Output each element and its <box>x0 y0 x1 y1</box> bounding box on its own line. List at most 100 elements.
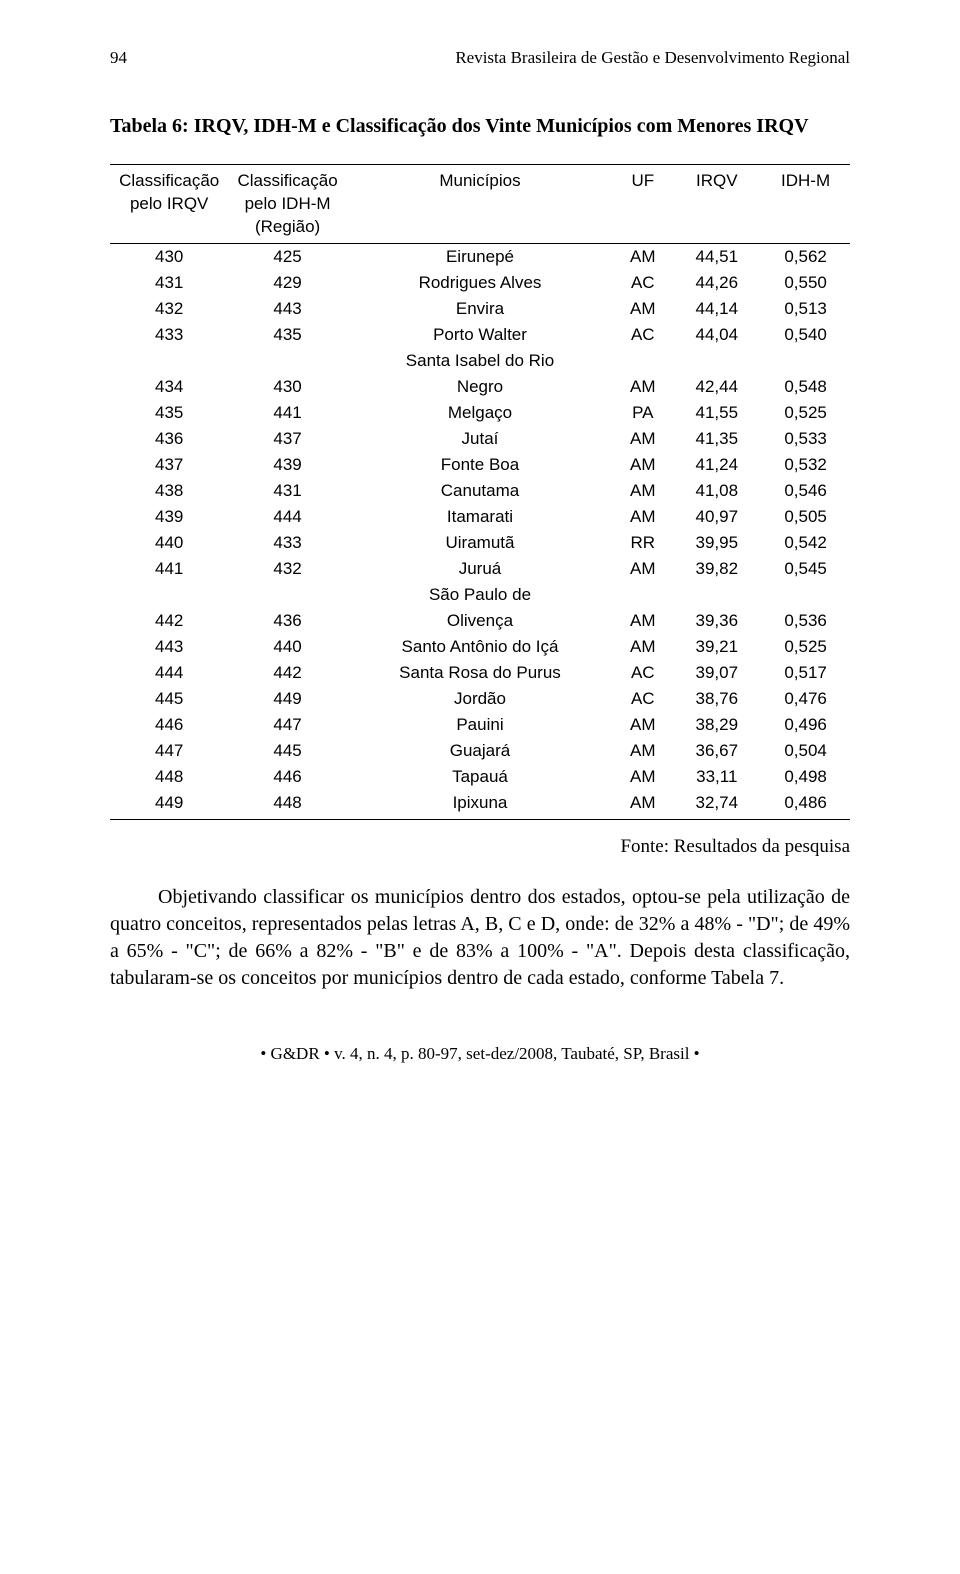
cell-municipio: Olivença <box>347 608 613 634</box>
running-header: 94 Revista Brasileira de Gestão e Desenv… <box>110 48 850 68</box>
cell-municipio: Canutama <box>347 478 613 504</box>
cell-rank-idhm: 447 <box>228 712 346 738</box>
table-row: 435441MelgaçoPA41,550,525 <box>110 400 850 426</box>
cell-rank-idhm: 439 <box>228 452 346 478</box>
table-row: 445449JordãoAC38,760,476 <box>110 686 850 712</box>
table-row: 447445GuajaráAM36,670,504 <box>110 738 850 764</box>
cell-idhm: 0,476 <box>761 686 850 712</box>
col-header: (Região) <box>228 216 346 244</box>
cell-uf: AM <box>613 296 672 322</box>
data-table: Classificação Classificação Municípios U… <box>110 164 850 820</box>
table-row: Santa Isabel do Rio <box>110 348 850 374</box>
cell-municipio: São Paulo de <box>347 582 613 608</box>
table-caption-text: Tabela 6: IRQV, IDH-M e Classificação do… <box>110 115 809 137</box>
cell-idhm: 0,562 <box>761 244 850 271</box>
cell-rank-irqv: 449 <box>110 790 228 820</box>
cell-municipio: Jutaí <box>347 426 613 452</box>
cell-uf: AC <box>613 686 672 712</box>
cell-idhm: 0,542 <box>761 530 850 556</box>
cell-rank-irqv: 434 <box>110 374 228 400</box>
cell-municipio: Santa Rosa do Purus <box>347 660 613 686</box>
table-row: 431429Rodrigues AlvesAC44,260,550 <box>110 270 850 296</box>
cell-irqv: 41,55 <box>672 400 761 426</box>
cell-rank-idhm: 431 <box>228 478 346 504</box>
cell-rank-idhm: 432 <box>228 556 346 582</box>
cell-irqv: 41,08 <box>672 478 761 504</box>
document-page: 94 Revista Brasileira de Gestão e Desenv… <box>0 0 960 1104</box>
cell-municipio: Jordão <box>347 686 613 712</box>
cell-idhm: 0,504 <box>761 738 850 764</box>
cell-irqv: 44,04 <box>672 322 761 348</box>
cell-uf: AC <box>613 270 672 296</box>
cell-idhm: 0,536 <box>761 608 850 634</box>
table-header: Classificação Classificação Municípios U… <box>110 165 850 244</box>
cell-idhm: 0,540 <box>761 322 850 348</box>
cell-rank-irqv: 446 <box>110 712 228 738</box>
cell-idhm: 0,505 <box>761 504 850 530</box>
cell-irqv: 39,21 <box>672 634 761 660</box>
cell-municipio: Ipixuna <box>347 790 613 820</box>
cell-irqv: 40,97 <box>672 504 761 530</box>
cell-municipio: Guajará <box>347 738 613 764</box>
table-row: 434430NegroAM42,440,548 <box>110 374 850 400</box>
table-row: 436437JutaíAM41,350,533 <box>110 426 850 452</box>
col-header: pelo IRQV <box>110 192 228 216</box>
cell-rank-irqv: 430 <box>110 244 228 271</box>
cell-uf: AM <box>613 738 672 764</box>
table-row: 448446TapauáAM33,110,498 <box>110 764 850 790</box>
cell-irqv: 41,35 <box>672 426 761 452</box>
col-header <box>110 216 228 244</box>
cell-rank-irqv: 433 <box>110 322 228 348</box>
cell-rank-idhm: 430 <box>228 374 346 400</box>
cell-rank-idhm: 442 <box>228 660 346 686</box>
col-header: pelo IDH-M <box>228 192 346 216</box>
cell-uf: AM <box>613 764 672 790</box>
cell-rank-idhm: 445 <box>228 738 346 764</box>
col-header: Classificação <box>110 165 228 193</box>
cell-irqv: 36,67 <box>672 738 761 764</box>
table-body: 430425EirunepéAM44,510,562431429Rodrigue… <box>110 244 850 820</box>
journal-title: Revista Brasileira de Gestão e Desenvolv… <box>455 48 850 68</box>
cell-uf: AM <box>613 504 672 530</box>
cell-rank-idhm: 443 <box>228 296 346 322</box>
cell-uf: AM <box>613 790 672 820</box>
cell-rank-idhm: 435 <box>228 322 346 348</box>
cell-rank-idhm: 441 <box>228 400 346 426</box>
cell-uf: AM <box>613 374 672 400</box>
cell-municipio: Envira <box>347 296 613 322</box>
cell-uf: PA <box>613 400 672 426</box>
cell-uf: AM <box>613 608 672 634</box>
cell-municipio: Porto Walter <box>347 322 613 348</box>
table-row: 438431CanutamaAM41,080,546 <box>110 478 850 504</box>
cell-irqv: 32,74 <box>672 790 761 820</box>
body-paragraph: Objetivando classificar os municípios de… <box>110 884 850 992</box>
cell-uf: AC <box>613 322 672 348</box>
cell-idhm: 0,548 <box>761 374 850 400</box>
cell-uf: AM <box>613 244 672 271</box>
cell-rank-idhm: 429 <box>228 270 346 296</box>
cell-idhm: 0,498 <box>761 764 850 790</box>
cell-idhm: 0,486 <box>761 790 850 820</box>
cell-rank-irqv: 444 <box>110 660 228 686</box>
cell-rank-irqv: 431 <box>110 270 228 296</box>
page-number: 94 <box>110 48 127 68</box>
cell-irqv: 39,82 <box>672 556 761 582</box>
cell-irqv: 42,44 <box>672 374 761 400</box>
col-header: Classificação <box>228 165 346 193</box>
cell-idhm: 0,533 <box>761 426 850 452</box>
cell-rank-irqv: 432 <box>110 296 228 322</box>
cell-rank-irqv: 441 <box>110 556 228 582</box>
cell-rank-irqv: 435 <box>110 400 228 426</box>
cell-rank-idhm: 437 <box>228 426 346 452</box>
cell-idhm: 0,517 <box>761 660 850 686</box>
cell-irqv: 39,36 <box>672 608 761 634</box>
cell-idhm: 0,550 <box>761 270 850 296</box>
cell-municipio: Tapauá <box>347 764 613 790</box>
cell-municipio: Rodrigues Alves <box>347 270 613 296</box>
cell-irqv: 44,14 <box>672 296 761 322</box>
cell-rank-idhm: 425 <box>228 244 346 271</box>
cell-uf: AM <box>613 556 672 582</box>
col-header: IDH-M <box>761 165 850 193</box>
col-header: UF <box>613 165 672 193</box>
cell-municipio: Santa Isabel do Rio <box>347 348 613 374</box>
